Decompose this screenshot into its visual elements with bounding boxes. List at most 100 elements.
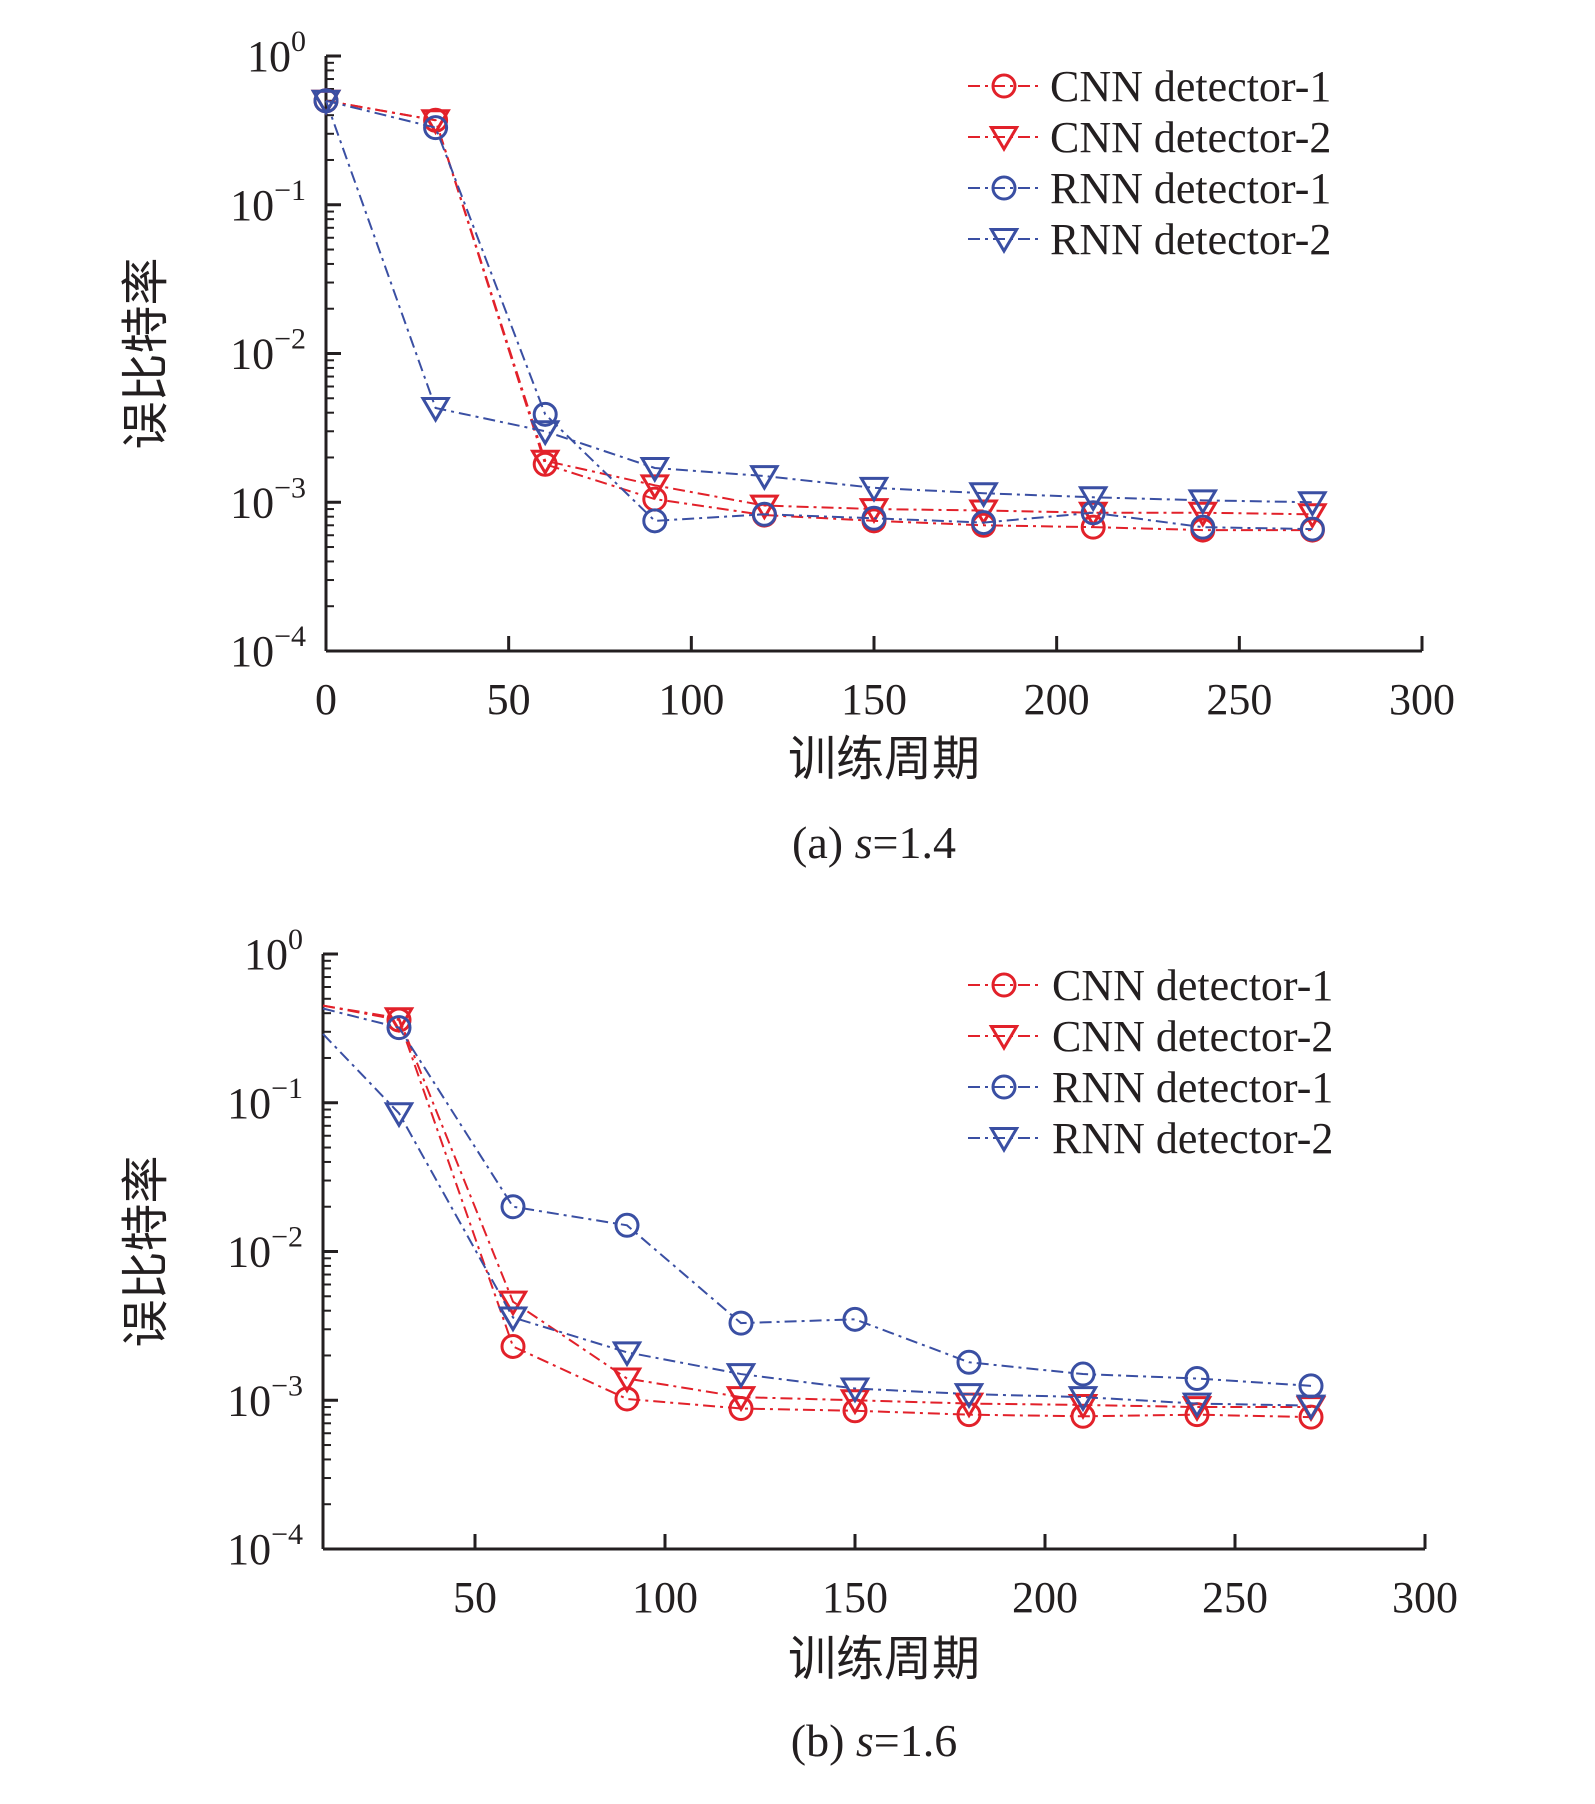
y-tick-label: 10−2 xyxy=(230,323,306,379)
legend-item-rnn-detector-1: RNN detector-1 xyxy=(968,164,1331,213)
series-line xyxy=(322,1007,1312,1387)
data-point xyxy=(953,1383,985,1410)
data-point xyxy=(1187,489,1219,516)
data-point xyxy=(971,510,997,536)
data-point xyxy=(611,1341,643,1368)
legend-swatch-marker xyxy=(991,1074,1017,1100)
data-point xyxy=(1181,1396,1213,1423)
x-tick-label: 150 xyxy=(841,675,907,724)
x-tick-label: 250 xyxy=(1202,1573,1268,1622)
y-tick-label: 100 xyxy=(247,25,306,81)
data-point xyxy=(1080,500,1106,526)
y-tick-label: 10−2 xyxy=(227,1221,303,1277)
data-point xyxy=(529,420,561,447)
legend-label: RNN detector-1 xyxy=(1050,164,1331,213)
data-point xyxy=(383,1102,415,1129)
legend-item-cnn-detector-1: CNN detector-1 xyxy=(968,62,1331,111)
legend-swatch-marker xyxy=(991,73,1017,99)
legend-label: CNN detector-2 xyxy=(1052,1012,1333,1061)
data-point xyxy=(500,1333,526,1359)
x-tick-label: 100 xyxy=(658,675,724,724)
x-tick-label: 200 xyxy=(1012,1573,1078,1622)
data-point xyxy=(968,499,999,526)
legend-label: CNN detector-2 xyxy=(1050,113,1331,162)
data-point xyxy=(1297,491,1328,518)
data-point xyxy=(420,397,451,423)
data-point xyxy=(861,505,887,531)
data-point xyxy=(968,482,999,509)
data-point xyxy=(1067,1386,1099,1413)
x-axis-title: 训练周期 xyxy=(788,1631,980,1687)
y-tick-label: 10−1 xyxy=(230,174,306,230)
data-point xyxy=(1067,1393,1099,1420)
x-tick-label: 50 xyxy=(453,1573,497,1622)
series-rnn-detector-2 xyxy=(310,89,1328,518)
x-tick-label: 250 xyxy=(1206,675,1272,724)
legend-swatch-marker xyxy=(988,228,1020,254)
data-point xyxy=(1295,1394,1327,1421)
data-point xyxy=(1187,501,1219,528)
data-point xyxy=(420,109,451,136)
series-rnn-detector-2 xyxy=(322,1033,1327,1421)
data-point xyxy=(749,465,780,492)
series-line xyxy=(325,100,1313,504)
legend-swatch-marker xyxy=(988,1127,1020,1153)
data-point xyxy=(639,474,671,501)
x-tick-label: 200 xyxy=(1024,675,1090,724)
data-point xyxy=(310,89,342,116)
data-point xyxy=(1299,516,1325,542)
legend-label: RNN detector-2 xyxy=(1050,215,1331,264)
legend-swatch-marker xyxy=(991,972,1017,998)
y-tick-label: 10−3 xyxy=(230,471,306,527)
x-tick-label: 150 xyxy=(822,1573,888,1622)
data-point xyxy=(642,508,668,534)
data-point xyxy=(751,501,777,527)
legend-item-rnn-detector-2: RNN detector-2 xyxy=(968,215,1331,264)
data-point xyxy=(839,1389,871,1416)
legend-item-cnn-detector-2: CNN detector-2 xyxy=(968,113,1331,162)
series-rnn-detector-1 xyxy=(322,1007,1324,1399)
legend-label: CNN detector-1 xyxy=(1052,961,1333,1010)
legend-item-cnn-detector-2: CNN detector-2 xyxy=(968,1012,1333,1061)
data-point xyxy=(1190,514,1216,540)
data-point xyxy=(725,1363,757,1390)
legend-swatch-marker xyxy=(991,175,1017,201)
x-tick-label: 300 xyxy=(1389,675,1455,724)
data-point xyxy=(639,456,671,483)
data-point xyxy=(839,1377,871,1404)
panel-caption: (b) s=1.6 xyxy=(791,1715,958,1766)
series-rnn-detector-1 xyxy=(313,88,1325,542)
chart-panel-b: 100 10−1 10−2 10−3 10−4 50 100 150 200 250 300 训练周期… xyxy=(118,923,1458,1766)
y-tick-label: 10−4 xyxy=(227,1518,303,1574)
data-point xyxy=(956,1349,982,1375)
series-line xyxy=(325,99,1313,532)
data-point xyxy=(497,1290,529,1317)
series-line xyxy=(325,99,1313,531)
data-point xyxy=(1070,1361,1096,1387)
y-axis-title: 误比特率 xyxy=(118,257,174,449)
data-point xyxy=(858,476,890,503)
panel-caption: (a) s=1.4 xyxy=(792,817,956,868)
data-point xyxy=(1184,1366,1210,1392)
data-point xyxy=(1077,486,1109,513)
y-tick-label: 10−1 xyxy=(227,1072,303,1128)
data-point xyxy=(611,1367,643,1394)
y-axis-title: 误比特率 xyxy=(118,1155,174,1347)
data-point xyxy=(497,1306,529,1333)
y-tick-label: 10−3 xyxy=(227,1369,303,1425)
y-tick-label: 100 xyxy=(244,923,303,979)
legend-swatch-marker xyxy=(988,126,1020,152)
data-point xyxy=(1297,503,1328,530)
legend-item-cnn-detector-1: CNN detector-1 xyxy=(968,961,1333,1010)
data-point xyxy=(500,1194,526,1220)
data-point xyxy=(532,401,558,427)
data-point xyxy=(386,1015,412,1041)
chart-panel-a: 100 10−1 10−2 10−3 10−40 50 100 150 200 250 300 训练周… xyxy=(118,25,1455,868)
data-point xyxy=(842,1306,868,1332)
x-axis-title: 训练周期 xyxy=(788,731,980,787)
data-point xyxy=(423,115,449,141)
legend-swatch-marker xyxy=(988,1025,1020,1051)
series-line xyxy=(322,1004,1312,1419)
